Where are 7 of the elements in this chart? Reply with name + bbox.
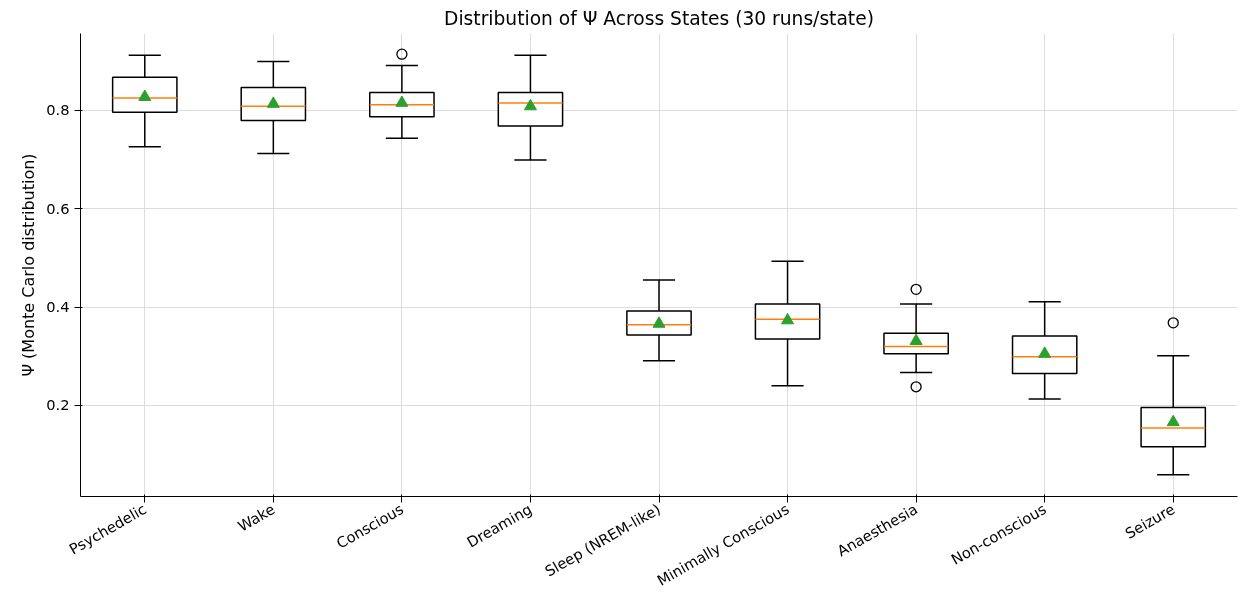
y-tick-label: 0.8	[46, 101, 70, 119]
chart-title: Distribution of Ψ Across States (30 runs/state)	[444, 7, 874, 29]
y-axis-title: Ψ (Monte Carlo distribution)	[19, 153, 39, 377]
x-tick-label: Wake	[234, 500, 278, 535]
y-tick-label: 0.6	[46, 199, 70, 217]
y-tick-label: 0.2	[46, 396, 70, 414]
y-tick-label: 0.4	[46, 298, 70, 316]
